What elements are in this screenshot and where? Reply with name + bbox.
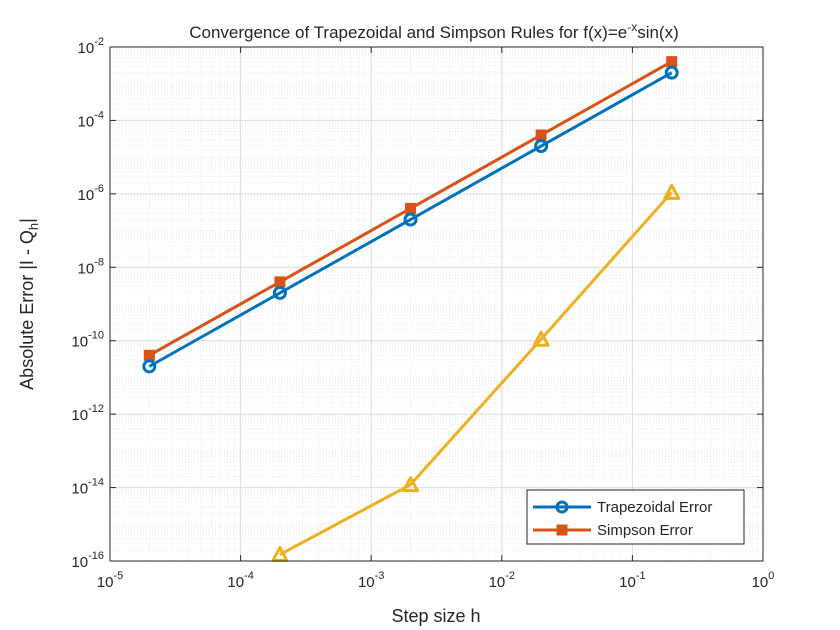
legend: Trapezoidal Error Simpson Error bbox=[526, 489, 745, 545]
y-tick-label: 10-14 bbox=[71, 477, 104, 498]
data-point-square bbox=[405, 202, 417, 214]
y-tick-label: 10-2 bbox=[78, 36, 104, 57]
data-point-square bbox=[535, 129, 547, 141]
data-point-circle bbox=[664, 65, 679, 80]
legend-item-trapezoidal: Trapezoidal Error bbox=[533, 499, 712, 516]
x-tick-label: 10-1 bbox=[619, 570, 645, 591]
y-tick-label: 10-10 bbox=[71, 330, 104, 351]
data-point-circle bbox=[534, 139, 549, 154]
y-tick-label: 10-8 bbox=[78, 256, 104, 277]
legend-marker-circle bbox=[555, 500, 569, 514]
chart-title: Convergence of Trapezoidal and Simpson R… bbox=[189, 20, 679, 42]
series-layer bbox=[142, 56, 681, 563]
legend-label-trapezoidal: Trapezoidal Error bbox=[597, 499, 712, 516]
data-point-circle bbox=[272, 285, 287, 300]
data-point-circle bbox=[142, 359, 157, 374]
plot-frame bbox=[109, 46, 764, 562]
data-point-circle bbox=[403, 212, 418, 227]
x-tick-label: 10-3 bbox=[358, 570, 384, 591]
x-tick-label: 100 bbox=[752, 570, 775, 591]
y-tick-label: 10-4 bbox=[78, 109, 104, 130]
series-0 bbox=[142, 65, 679, 374]
series-line bbox=[279, 191, 673, 556]
tick-marks bbox=[109, 46, 764, 562]
data-point-triangle bbox=[532, 330, 550, 347]
y-axis-label: Absolute Error |I - Qh| bbox=[17, 218, 41, 390]
legend-marker-square bbox=[556, 524, 568, 536]
data-point-square bbox=[274, 276, 286, 288]
y-tick-label: 10-16 bbox=[71, 550, 104, 571]
y-tick-label: 10-6 bbox=[78, 183, 104, 204]
y-tick-label: 10-12 bbox=[71, 403, 104, 424]
data-point-triangle bbox=[402, 476, 420, 493]
legend-item-simpson: Simpson Error bbox=[533, 522, 693, 539]
x-tick-label: 10-5 bbox=[97, 570, 123, 591]
legend-label-simpson: Simpson Error bbox=[597, 522, 693, 539]
x-tick-labels: 10-5 10-4 10-3 10-2 10-1 100 bbox=[97, 570, 775, 591]
minor-grid bbox=[110, 47, 763, 561]
x-tick-label: 10-4 bbox=[227, 570, 253, 591]
series-1 bbox=[143, 56, 678, 361]
x-tick-label: 10-2 bbox=[489, 570, 515, 591]
data-point-square bbox=[666, 56, 678, 68]
data-point-square bbox=[143, 349, 155, 361]
data-point-triangle bbox=[663, 183, 681, 200]
series-line bbox=[148, 71, 673, 368]
x-axis-label: Step size h bbox=[391, 606, 480, 626]
y-tick-labels: 10-16 10-14 10-12 10-10 10-8 10-6 10-4 10-2 bbox=[71, 36, 104, 571]
